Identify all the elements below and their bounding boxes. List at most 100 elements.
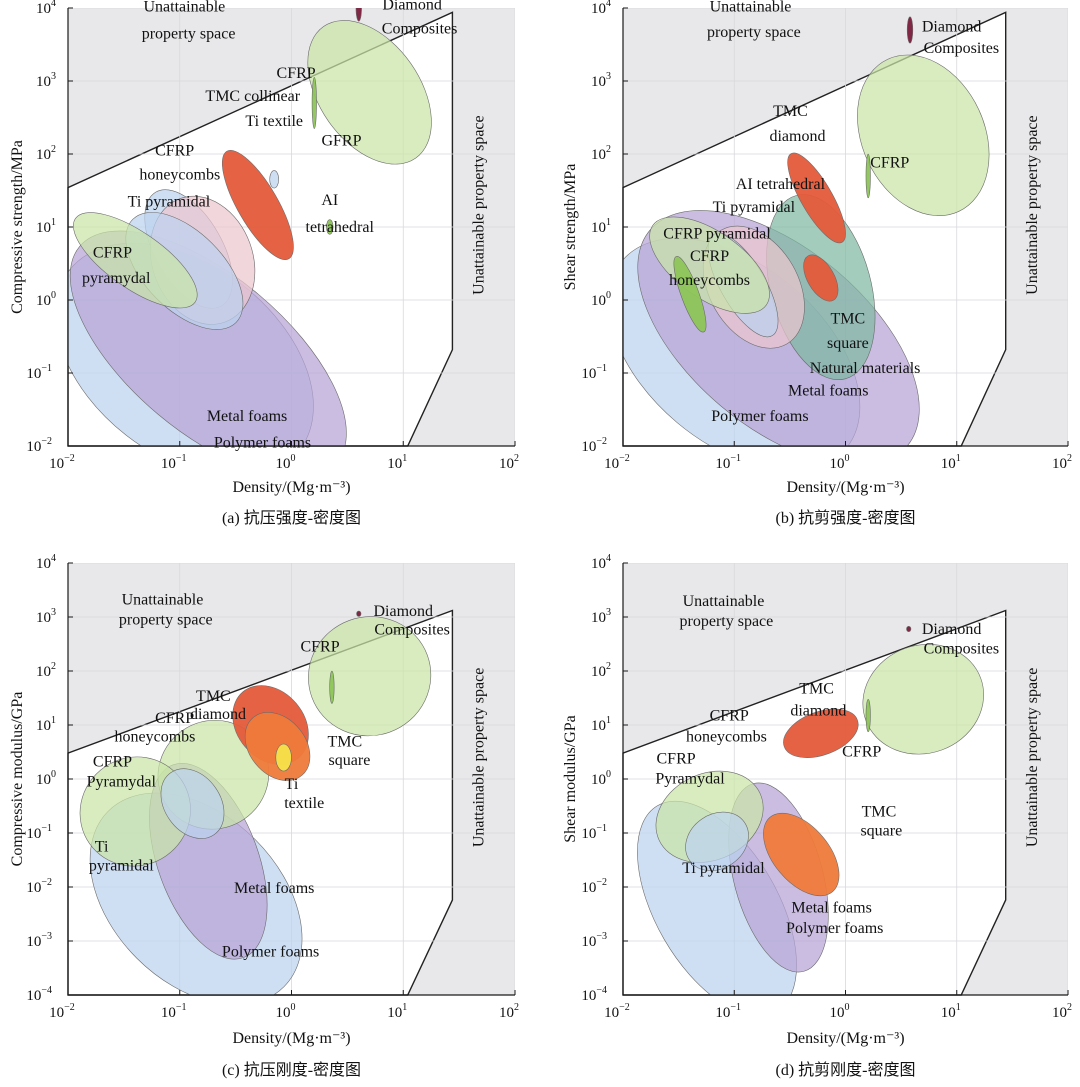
annotation-label: TMC xyxy=(327,733,362,750)
annotation-label: Metal foams xyxy=(207,408,287,425)
annotation-label: TMC xyxy=(773,103,808,120)
y-axis-label: Compressive strength/MPa xyxy=(9,140,26,314)
x-tick-label: 10−1 xyxy=(161,453,187,472)
regions-b xyxy=(623,16,990,446)
region-cfrp xyxy=(311,77,317,129)
chart-panel-c: 10−2 10−1 100 101 102 10−4 10−3 10−2 10−1 100 101 1… xyxy=(9,553,519,1079)
region-tmc-square xyxy=(244,712,311,781)
annotation-label: CFRP xyxy=(842,744,881,761)
annotation-label: CFRP pyramidal xyxy=(663,225,771,242)
annotation-label: GFRP xyxy=(321,133,361,150)
region-diamond xyxy=(356,610,362,617)
x-tick-label: 100 xyxy=(276,1002,296,1021)
annotation-label: CFRP xyxy=(870,155,909,172)
region-cfrp xyxy=(865,698,871,732)
y-axis-label: Shear modulus/GPa xyxy=(562,715,579,843)
x-tick-label: 10−2 xyxy=(604,1002,630,1021)
y-tick-label: 10−3 xyxy=(581,931,607,950)
annotation-label: Diamond xyxy=(922,621,982,638)
annotation-label: Ti xyxy=(95,839,109,856)
annotation-label: honeycombs xyxy=(115,728,196,745)
annotation-label: TMC xyxy=(196,688,231,705)
annotation-label: CFRP xyxy=(155,143,194,160)
annotation-label: diamond xyxy=(769,128,825,145)
x-axis-label: Density/(Mg·m⁻³) xyxy=(786,1030,904,1047)
annotation-label: property space xyxy=(707,24,801,41)
x-tick-label: 10−2 xyxy=(604,453,630,472)
x-tick-label: 101 xyxy=(387,453,407,472)
y-tick-label: 101 xyxy=(36,715,56,734)
y-tick-label: 103 xyxy=(591,71,611,90)
region-tmc-diamond xyxy=(787,152,846,244)
y-tick-label: 100 xyxy=(591,769,611,788)
region-diamond xyxy=(355,8,362,22)
annotation-label: Ti textile xyxy=(245,113,303,130)
annotation-label: CFRP xyxy=(155,710,194,727)
annotation-label: Ti pyramidal xyxy=(682,860,765,877)
y-tick-label: 101 xyxy=(591,217,611,236)
x-tick-label: 100 xyxy=(830,453,850,472)
region-ti-pyramidal xyxy=(160,768,225,839)
chart-panel-a: 10−2 10−1 100 101 102 10−2 10−1 100 101 102 103 104… xyxy=(9,0,519,527)
annotation-label: property space xyxy=(119,612,213,629)
x-tick-label: 102 xyxy=(499,453,519,472)
y-tick-label: 102 xyxy=(36,144,56,163)
annotation-label: Polymer foams xyxy=(786,920,883,937)
y-tick-label: 103 xyxy=(36,71,56,90)
region-tmc-square xyxy=(763,812,840,897)
y-tick-label: 10−1 xyxy=(26,363,52,382)
x-tick-label: 100 xyxy=(830,1002,850,1021)
y-tick-label: 103 xyxy=(591,607,611,626)
region-tmc-collinear xyxy=(221,150,294,260)
annotation-label: Polymer foams xyxy=(214,435,311,452)
annotation-label: Diamond xyxy=(373,603,433,620)
x-tick-label: 10−2 xyxy=(49,453,75,472)
annotation-label: square xyxy=(827,335,869,352)
x-axis-label: Density/(Mg·m⁻³) xyxy=(786,479,904,496)
annotation-label: Unattainable xyxy=(710,0,792,15)
y-tick-label: 10−4 xyxy=(581,985,607,1004)
panel-caption: (d) 抗剪刚度-密度图 xyxy=(776,1061,916,1079)
y-tick-label: 102 xyxy=(36,661,56,680)
region-gfrp xyxy=(326,219,334,235)
unattainable-right-label: Unattainable property space xyxy=(1024,115,1041,294)
y-tick-label: 104 xyxy=(36,0,56,17)
y-tick-label: 100 xyxy=(36,769,56,788)
chart-panel-b: 10−2 10−1 100 101 102 10−2 10−1 100 101 102 103 104… xyxy=(562,0,1072,527)
annotation-label: CFRP xyxy=(93,245,132,262)
annotation-label: Diamond xyxy=(382,0,442,14)
annotation-label: honeycombs xyxy=(139,166,220,183)
region-ti-textile xyxy=(269,170,279,189)
annotation-label: CFRP xyxy=(277,65,316,82)
annotation-label: Unattainable xyxy=(144,0,226,15)
region-tmc-diamond xyxy=(783,708,859,758)
y-tick-label: 104 xyxy=(591,553,611,572)
y-tick-label: 10−1 xyxy=(26,823,52,842)
annotation-label: Ti pyramidal xyxy=(128,194,211,211)
region-diamond xyxy=(906,16,914,44)
y-tick-label: 101 xyxy=(36,217,56,236)
annotation-label: Natural materials xyxy=(810,360,921,377)
x-tick-label: 102 xyxy=(1052,453,1072,472)
annotation-label: Composites xyxy=(374,622,450,639)
x-tick-label: 10−1 xyxy=(715,1002,741,1021)
annotation-label: TMC collinear xyxy=(205,88,300,105)
annotation-label: Polymer foams xyxy=(222,943,319,960)
y-axis-label: Shear strength/MPa xyxy=(562,164,579,291)
y-tick-label: 10−3 xyxy=(26,931,52,950)
y-axis-label: Compressive modulus/GPa xyxy=(9,692,26,867)
x-axis-label: Density/(Mg·m⁻³) xyxy=(232,479,350,496)
y-tick-label: 101 xyxy=(591,715,611,734)
x-axis-label: Density/(Mg·m⁻³) xyxy=(232,1030,350,1047)
annotation-label: diamond xyxy=(190,706,246,723)
annotation-label: CFRP xyxy=(93,754,132,771)
region-cfrp xyxy=(329,670,335,704)
annotation-label: AI xyxy=(321,192,338,209)
regions-d xyxy=(637,625,984,995)
annotation-label: CFRP xyxy=(657,750,696,767)
y-tick-label: 102 xyxy=(591,661,611,680)
annotation-label: Metal foams xyxy=(791,899,871,916)
annotation-label: square xyxy=(860,822,902,839)
annotation-label: CFRP xyxy=(690,248,729,265)
annotation-label: Composites xyxy=(924,40,1000,57)
